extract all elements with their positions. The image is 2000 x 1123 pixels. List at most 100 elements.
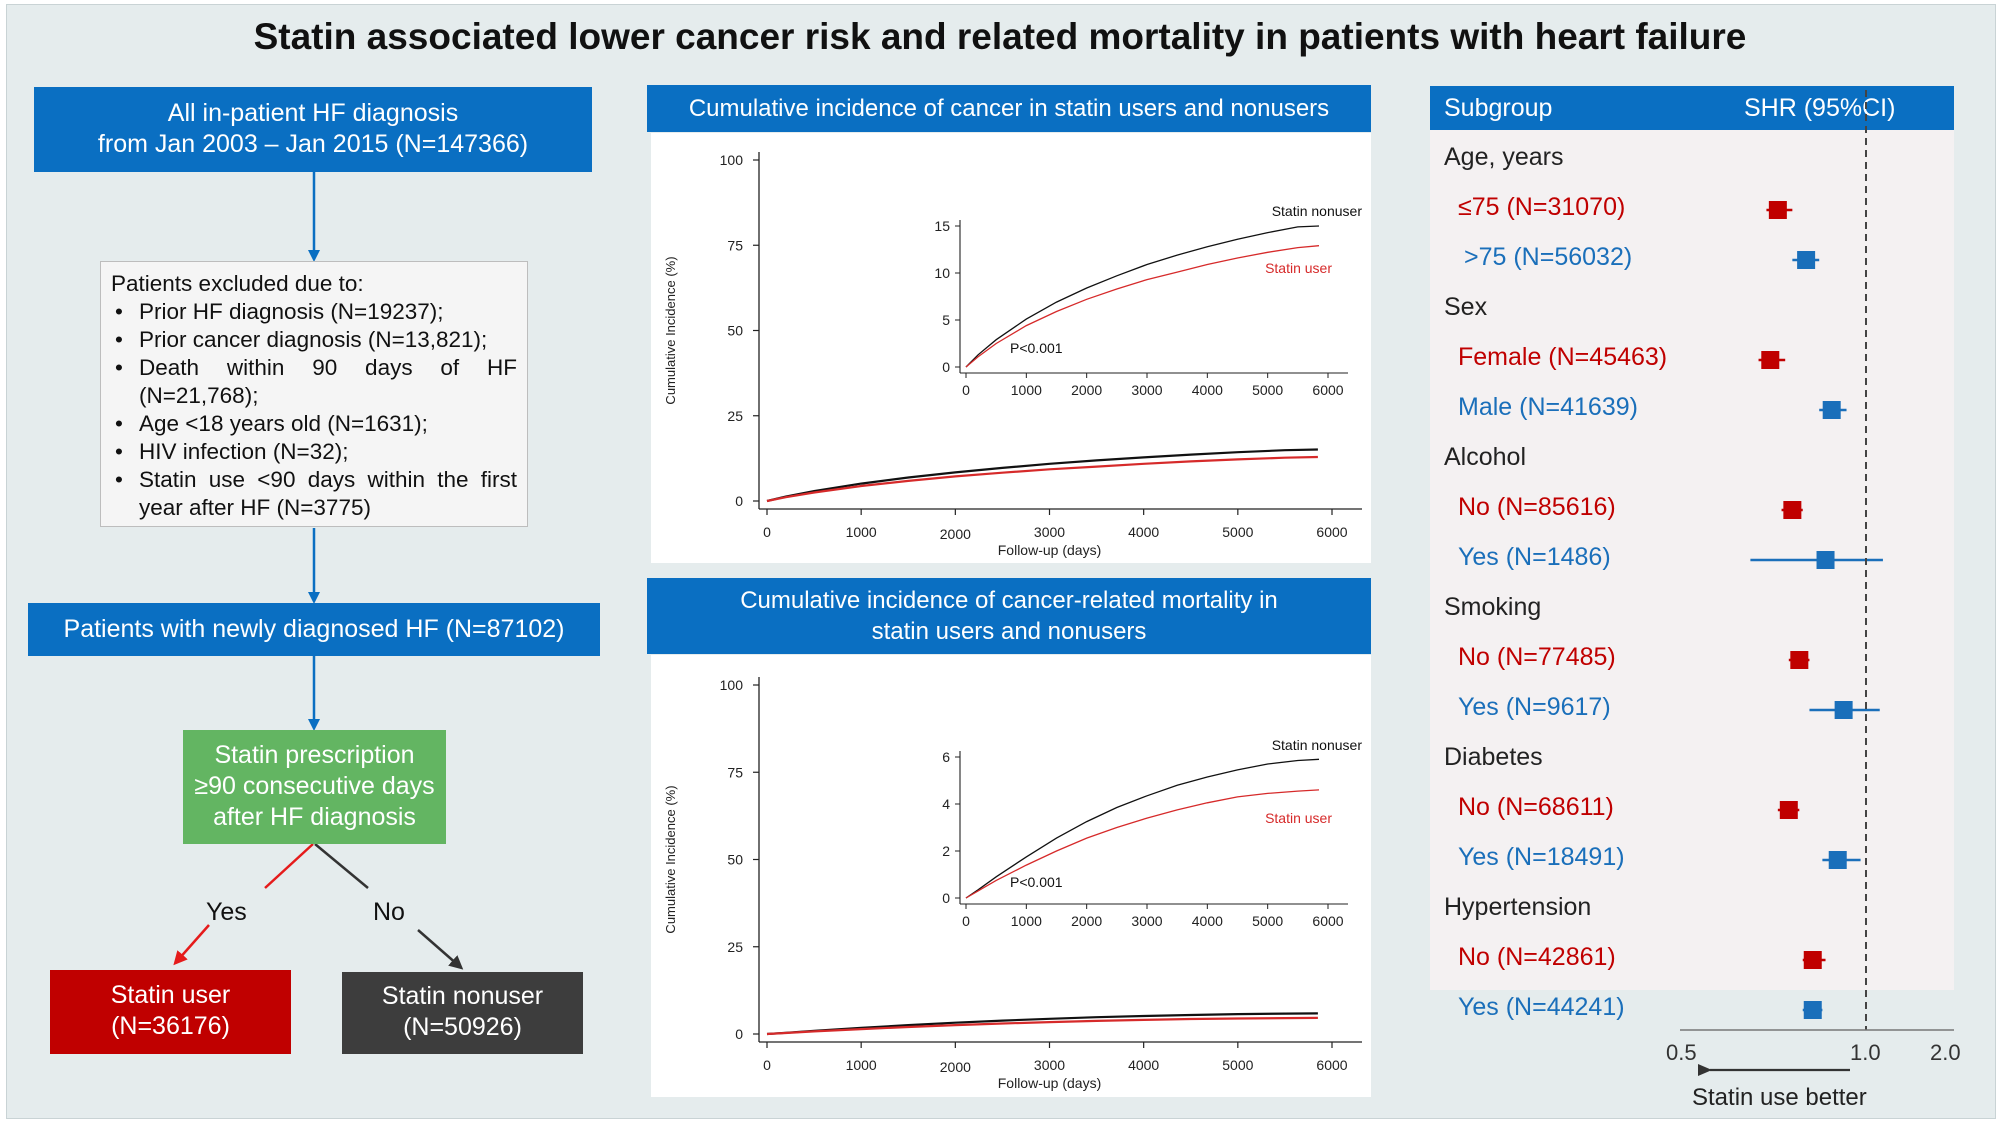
km-y-tick-label: 75 (727, 237, 743, 253)
forest-point (1803, 1001, 1822, 1019)
km-x-tick-label: 3000 (1034, 1057, 1065, 1073)
forest-group-label: Alcohol (1444, 443, 1526, 471)
inset-y-tick-label: 0 (942, 890, 950, 906)
inset-legend-nonuser: Statin nonuser (1272, 203, 1363, 219)
inset-legend-user: Statin user (1265, 810, 1332, 826)
km-x-tick-label: 3000 (1034, 524, 1065, 540)
km1-header: Cumulative incidence of cancer in statin… (647, 85, 1371, 132)
inset-p-value: P<0.001 (1010, 874, 1063, 890)
forest-row-label: Yes (N=9617) (1458, 693, 1611, 721)
exclusion-list: Prior HF diagnosis (N=19237); Prior canc… (111, 298, 517, 522)
exclusion-item: Prior cancer diagnosis (N=13,821); (111, 326, 517, 354)
statin-line3: after HF diagnosis (213, 803, 416, 831)
statin-user-line1: Statin user (110, 981, 231, 1009)
inset-x-tick-label: 6000 (1312, 913, 1343, 929)
km-y-tick-label: 25 (727, 408, 743, 424)
statin-line2: ≥90 consecutive days (194, 772, 435, 800)
inset-series-line (965, 245, 1320, 368)
statin-nonuser-line2: (N=50926) (403, 1013, 522, 1041)
exclusion-item: Statin use <90 days within the first yea… (111, 466, 517, 522)
no-branch-line (314, 843, 369, 889)
forest-row-label: No (N=42861) (1458, 943, 1616, 971)
km-y-tick-label: 50 (727, 852, 743, 868)
km-y-tick-label: 0 (735, 493, 743, 509)
km-x-axis-label: Follow-up (days) (998, 542, 1101, 558)
newly-diagnosed-label: Patients with newly diagnosed HF (N=8710… (63, 615, 565, 643)
forest-plot: Subgroup SHR (95%CI) Age, years ≤75 (N=31… (1430, 86, 1961, 1111)
forest-row-label: No (N=68611) (1458, 793, 1614, 821)
km2-title-line1: Cumulative incidence of cancer-related m… (740, 587, 1278, 614)
forest-point (1822, 401, 1841, 419)
km-y-tick-label: 0 (735, 1026, 743, 1042)
km-x-tick-label: 1000 (846, 524, 877, 540)
statin-user-line2: (N=36176) (111, 1012, 230, 1040)
inset-legend-user: Statin user (1265, 260, 1332, 276)
yes-branch-arrow (173, 924, 210, 966)
km-x-tick-label: 4000 (1128, 1057, 1159, 1073)
inset-p-value: P<0.001 (1010, 340, 1063, 356)
forest-row-label: No (N=85616) (1458, 493, 1616, 521)
forest-group-label: Age, years (1444, 143, 1564, 171)
inset-x-tick-label: 0 (962, 382, 970, 398)
forest-row-label: Yes (N=44241) (1458, 993, 1625, 1021)
km-x-tick-label: 2000 (940, 1059, 971, 1075)
forest-point (1768, 201, 1787, 219)
forest-header-subgroup: Subgroup (1444, 94, 1553, 122)
inset-x-tick-label: 5000 (1252, 382, 1283, 398)
statin-nonuser-box: Statin nonuser (N=50926) (342, 972, 583, 1054)
newly-diagnosed-box: Patients with newly diagnosed HF (N=8710… (28, 603, 600, 656)
forest-point (1761, 351, 1780, 369)
forest-header-shr: SHR (95%CI) (1744, 94, 1896, 122)
exclusion-item: HIV infection (N=32); (111, 438, 517, 466)
forest-group-label: Hypertension (1444, 893, 1592, 921)
km-y-tick-label: 25 (727, 939, 743, 955)
inset-x-tick-label: 0 (962, 913, 970, 929)
all-hf-box: All in-patient HF diagnosis from Jan 200… (34, 87, 592, 172)
inset-y-tick-label: 10 (934, 265, 950, 281)
forest-row-label: ≤75 (N=31070) (1458, 193, 1626, 221)
no-branch-arrow (417, 929, 464, 970)
inset-y-tick-label: 5 (942, 312, 950, 328)
forest-group-label: Diabetes (1444, 743, 1543, 771)
forest-point (1816, 551, 1835, 569)
km1-title: Cumulative incidence of cancer in statin… (688, 95, 1330, 122)
inset-x-tick-label: 2000 (1071, 382, 1102, 398)
forest-tick-10: 1.0 (1850, 1040, 1881, 1065)
figure-title: Statin associated lower cancer risk and … (253, 16, 1747, 57)
inset-y-tick-label: 4 (942, 796, 950, 812)
inset-series-line (965, 758, 1320, 899)
km-series-line (766, 1016, 1318, 1036)
km-x-tick-label: 5000 (1222, 524, 1253, 540)
km-x-tick-label: 1000 (846, 1057, 877, 1073)
yes-branch-line (264, 843, 314, 889)
forest-row-label: Yes (N=1486) (1458, 543, 1611, 571)
forest-tick-05: 0.5 (1666, 1040, 1697, 1065)
inset-x-tick-label: 3000 (1131, 382, 1162, 398)
statin-line1: Statin prescription (214, 741, 415, 769)
forest-point (1797, 251, 1816, 269)
forest-point (1779, 801, 1798, 819)
forest-row-label: Yes (N=18491) (1458, 843, 1625, 871)
km-y-tick-label: 100 (720, 152, 744, 168)
exclusion-title: Patients excluded due to: (111, 271, 364, 296)
exclusion-item: Death within 90 days of HF (N=21,768); (111, 354, 517, 410)
inset-y-tick-label: 6 (942, 749, 950, 765)
km-x-tick-label: 5000 (1222, 1057, 1253, 1073)
inset-x-tick-label: 1000 (1011, 382, 1042, 398)
inset-x-tick-label: 3000 (1131, 913, 1162, 929)
km-series-line (766, 455, 1318, 503)
km-x-tick-label: 0 (763, 1057, 771, 1073)
exclusion-item: Prior HF diagnosis (N=19237); (111, 298, 517, 326)
km-series-line (766, 1012, 1318, 1036)
km-y-tick-label: 100 (720, 677, 744, 693)
forest-tick-20: 2.0 (1930, 1040, 1961, 1065)
inset-series-line (965, 789, 1320, 899)
forest-group-label: Smoking (1444, 593, 1542, 621)
forest-point (1783, 501, 1802, 519)
inset-x-tick-label: 5000 (1252, 913, 1283, 929)
inset-legend-nonuser: Statin nonuser (1272, 737, 1363, 753)
yes-label: Yes (206, 898, 247, 926)
